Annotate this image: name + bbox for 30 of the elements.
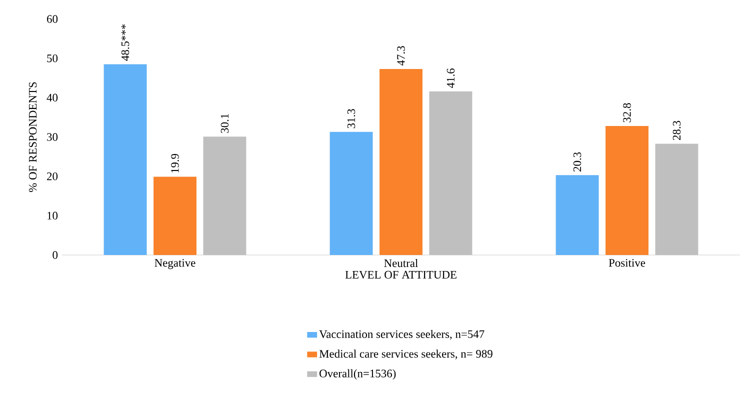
bar [154, 176, 196, 255]
data-label: 20.3 [573, 152, 582, 172]
data-label: 31.3 [347, 109, 356, 128]
x-tick-label: Neutral [384, 259, 418, 268]
y-axis-title: % OF RESPONDENTS [28, 82, 37, 192]
bar [104, 64, 147, 255]
data-label: 19.9 [171, 154, 179, 173]
x-axis-title: LEVEL OF ATTITUDE [345, 270, 456, 279]
data-label: 41.6 [446, 68, 455, 88]
data-label: 48.5*** [121, 24, 130, 61]
y-tick-label: 20 [47, 172, 58, 180]
legend-label: Medical care services seekers, n= 989 [319, 350, 492, 360]
data-label: 28.3 [672, 120, 681, 140]
data-label: 47.3 [397, 46, 405, 66]
data-label: 30.1 [220, 114, 229, 133]
legend-label: Vaccination services seekers, n=547 [319, 330, 484, 340]
x-tick-label: Positive [608, 259, 646, 267]
data-label: 32.8 [623, 103, 631, 122]
y-tick-label: 60 [47, 15, 58, 23]
y-tick-label: 0 [52, 251, 58, 259]
legend-label: Overall(n=1536) [320, 369, 396, 380]
y-tick-label: 50 [47, 54, 58, 62]
bar [330, 132, 373, 255]
bar [380, 68, 422, 255]
bar [556, 175, 599, 255]
x-tick-label: Negative [154, 259, 196, 270]
bar [606, 126, 648, 255]
y-tick-label: 40 [46, 94, 58, 102]
y-tick-label: 10 [48, 212, 58, 220]
y-tick-label: 30 [47, 133, 58, 141]
